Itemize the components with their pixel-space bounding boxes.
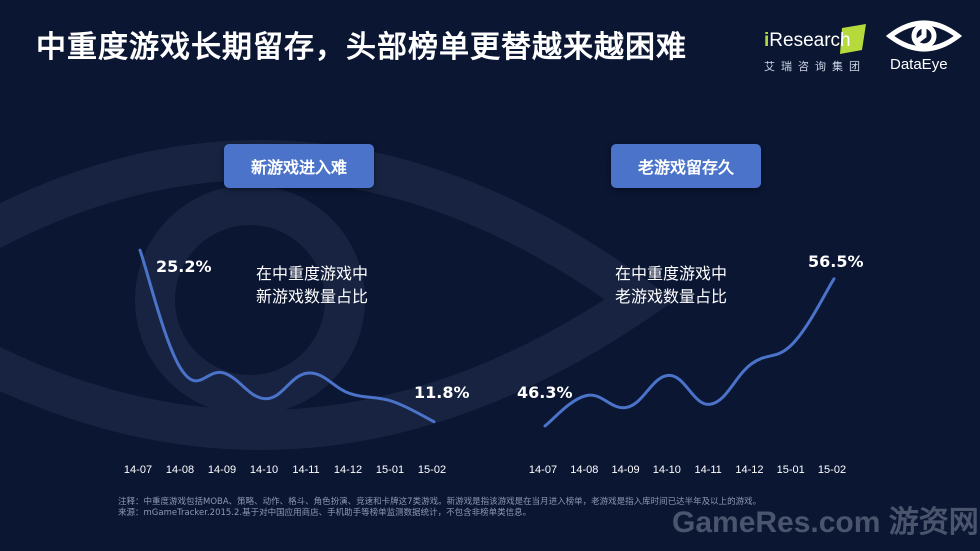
gameres-watermark: GameRes.com 游资网 [672, 506, 979, 539]
new-game-series-line [138, 248, 436, 424]
data-label: 56.5% [808, 252, 864, 271]
iresearch-flag-icon [840, 24, 866, 54]
x-tick-label: 14-11 [292, 464, 319, 476]
footnote: 注释：中重度游戏包括MOBA、策略、动作、格斗、角色扮演、竞速和卡牌这7类游戏。… [118, 497, 761, 519]
footnote-line1: 注释：中重度游戏包括MOBA、策略、动作、格斗、角色扮演、竞速和卡牌这7类游戏。… [118, 497, 762, 507]
data-label: 46.3% [517, 383, 573, 402]
old-game-caption-line2: 老游戏数量占比 [615, 287, 728, 306]
dataeye-eye-icon [885, 20, 963, 52]
x-tick-label: 14-10 [250, 464, 278, 476]
iresearch-logo: iResearch 艾瑞咨询集团 [760, 22, 870, 78]
x-tick-label: 14-10 [653, 464, 681, 476]
x-tick-label: 14-07 [529, 464, 557, 476]
x-tick-label: 15-01 [777, 464, 805, 476]
old-game-caption: 在中重度游戏中 老游戏数量占比 [615, 262, 727, 308]
x-tick-label: 14-11 [694, 464, 721, 476]
iresearch-logo-subtitle: 艾瑞咨询集团 [764, 60, 866, 73]
data-label: 11.8% [414, 383, 470, 402]
x-tick-label: 15-02 [418, 464, 446, 476]
new-game-caption-line2: 新游戏数量占比 [256, 287, 369, 306]
footnote-line2: 来源：mGameTracker.2015.2.基于对中国应用商店、手机助手等榜单… [118, 508, 532, 518]
x-tick-label: 14-12 [735, 464, 763, 476]
page-title: 中重度游戏长期留存，头部榜单更替越来越困难 [36, 30, 687, 65]
old-game-caption-line1: 在中重度游戏中 [615, 264, 728, 283]
x-tick-label: 14-09 [612, 464, 640, 476]
dataeye-logo: DataEye [884, 16, 964, 76]
x-tick-label: 14-07 [124, 464, 152, 476]
iresearch-logo-text: iResearch [764, 30, 851, 51]
old-game-series-line [543, 277, 836, 428]
x-tick-label: 15-02 [818, 464, 846, 476]
x-tick-label: 14-12 [334, 464, 362, 476]
x-tick-label: 14-08 [166, 464, 194, 476]
data-label: 25.2% [156, 257, 212, 276]
x-tick-label: 14-09 [208, 464, 236, 476]
dataeye-logo-text: DataEye [890, 56, 948, 73]
old-game-pill: 老游戏留存久 [611, 144, 761, 188]
new-game-caption: 在中重度游戏中 新游戏数量占比 [256, 262, 368, 308]
new-game-pill: 新游戏进入难 [224, 144, 374, 188]
x-tick-label: 15-01 [376, 464, 404, 476]
x-tick-label: 14-08 [570, 464, 598, 476]
new-game-caption-line1: 在中重度游戏中 [256, 264, 369, 283]
